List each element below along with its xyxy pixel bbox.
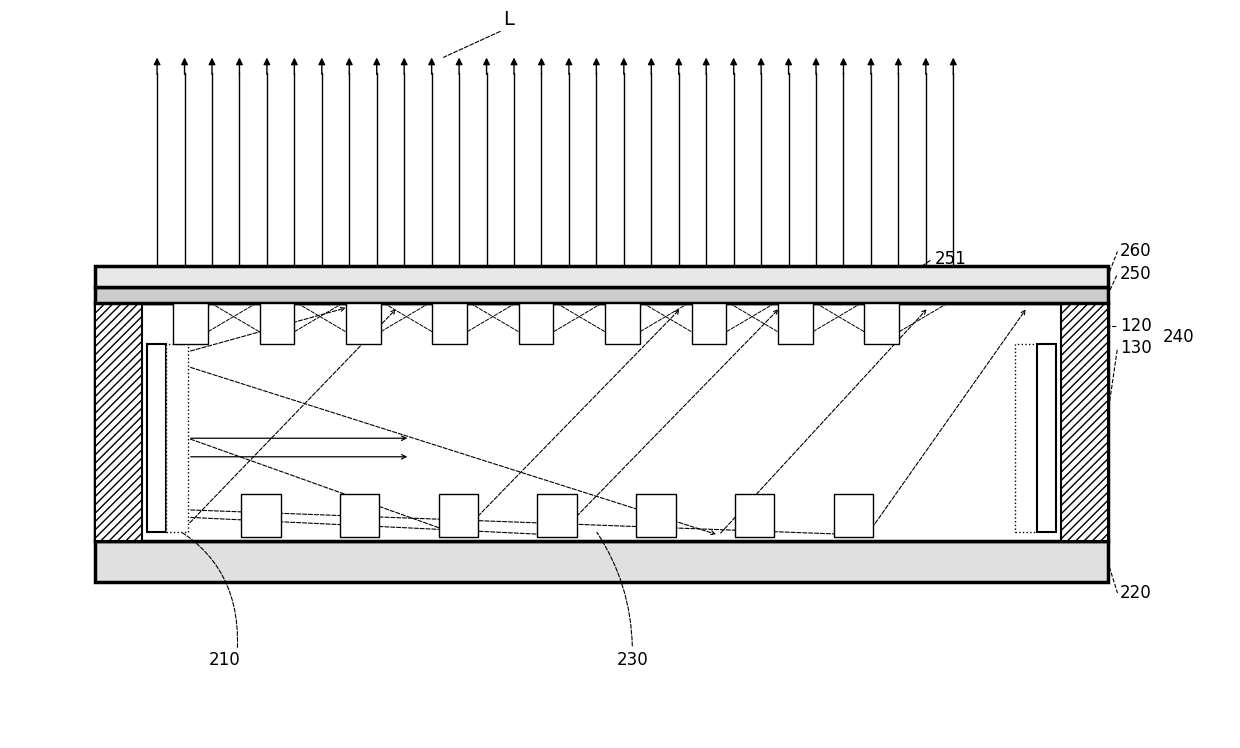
Text: 250: 250 — [1120, 265, 1152, 283]
Bar — [777, 304, 812, 344]
Bar — [833, 494, 873, 537]
Text: 240: 240 — [1163, 328, 1195, 346]
Bar — [605, 304, 640, 344]
Bar — [537, 494, 577, 537]
Bar — [1016, 344, 1037, 532]
Bar — [95, 266, 1107, 287]
Bar — [864, 304, 899, 344]
Text: 230: 230 — [616, 651, 649, 669]
Bar — [636, 494, 676, 537]
Text: 120: 120 — [1120, 316, 1152, 335]
Bar — [340, 494, 379, 537]
Text: 130: 130 — [1120, 339, 1152, 357]
Bar — [1060, 304, 1107, 541]
Text: 251: 251 — [935, 250, 966, 268]
Bar — [95, 304, 1107, 541]
Bar — [439, 494, 479, 537]
Bar — [692, 304, 727, 344]
Bar — [95, 304, 143, 541]
Bar — [241, 494, 280, 537]
Bar — [735, 494, 774, 537]
Bar — [166, 344, 188, 532]
Bar — [433, 304, 467, 344]
Bar — [95, 287, 1107, 304]
Bar — [148, 344, 166, 532]
Text: 260: 260 — [1120, 242, 1152, 260]
Bar — [174, 304, 207, 344]
Text: 210: 210 — [210, 651, 241, 669]
Bar — [259, 304, 294, 344]
Text: L: L — [503, 10, 515, 28]
Bar — [346, 304, 381, 344]
Text: 220: 220 — [1120, 584, 1152, 602]
Bar — [95, 541, 1107, 582]
Bar — [518, 304, 553, 344]
Bar — [1037, 344, 1055, 532]
